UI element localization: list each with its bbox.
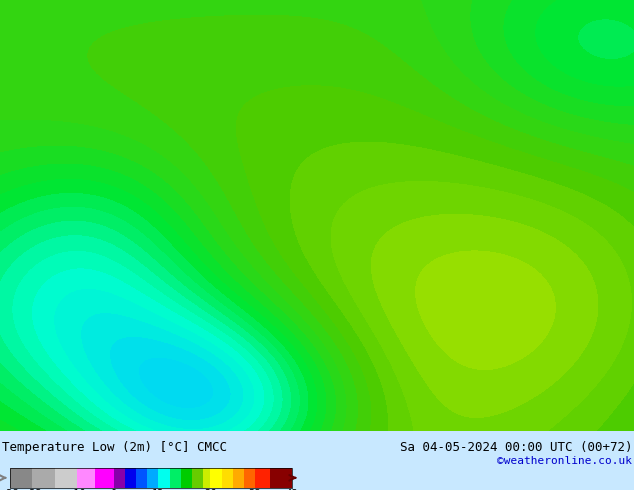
Bar [181, 467, 192, 488]
Bar [233, 467, 243, 488]
Bar [136, 467, 147, 488]
Text: Temperature Low (2m) [°C] CMCC: Temperature Low (2m) [°C] CMCC [2, 441, 227, 454]
Bar [114, 467, 125, 488]
Bar [10, 467, 32, 488]
Bar [32, 467, 55, 488]
Bar [147, 467, 158, 488]
Bar [269, 467, 292, 488]
Text: Sa 04-05-2024 00:00 UTC (00+72): Sa 04-05-2024 00:00 UTC (00+72) [399, 441, 632, 454]
Text: -22: -22 [23, 489, 42, 490]
Text: -28: -28 [1, 489, 20, 490]
Bar [255, 467, 269, 488]
Text: 12: 12 [152, 489, 165, 490]
Text: 38: 38 [249, 489, 261, 490]
Text: ©weatheronline.co.uk: ©weatheronline.co.uk [497, 456, 632, 466]
Text: -10: -10 [67, 489, 86, 490]
Bar [95, 467, 114, 488]
Bar [203, 467, 210, 488]
Bar [243, 467, 255, 488]
Text: 26: 26 [204, 489, 217, 490]
Text: 48: 48 [286, 489, 298, 490]
Bar [125, 467, 136, 488]
Bar [192, 467, 203, 488]
Bar [55, 467, 77, 488]
Bar [221, 467, 233, 488]
Bar [77, 467, 95, 488]
Bar [210, 467, 221, 488]
Bar [169, 467, 181, 488]
Text: 0: 0 [111, 489, 117, 490]
Bar [158, 467, 169, 488]
Bar [10, 467, 292, 488]
